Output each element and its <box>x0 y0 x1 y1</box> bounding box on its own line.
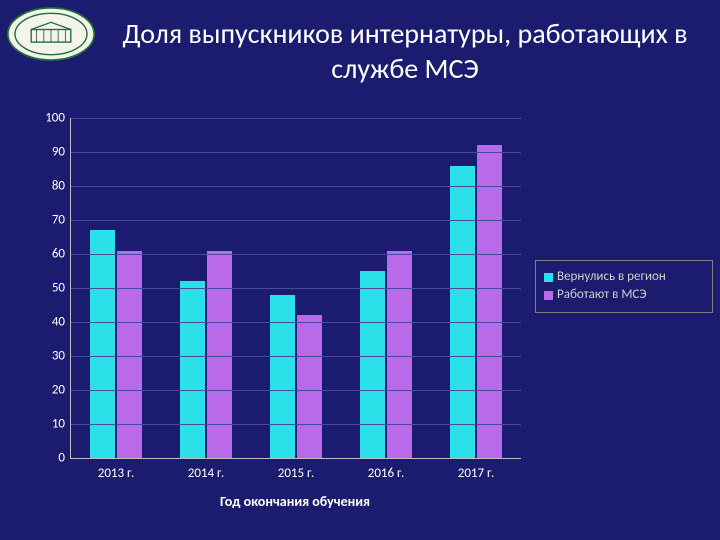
legend: Вернулись в регион Работают в МСЭ <box>535 260 713 313</box>
gridline <box>71 424 521 425</box>
bar <box>387 251 412 458</box>
x-tick-label: 2016 г. <box>341 466 431 481</box>
bar <box>297 315 322 458</box>
x-tick-label: 2017 г. <box>431 466 521 481</box>
y-tick-label: 40 <box>35 315 65 330</box>
y-tick-label: 80 <box>35 179 65 194</box>
legend-label: Вернулись в регион <box>557 269 704 285</box>
institute-logo <box>6 6 96 62</box>
slide-title: Доля выпускников интернатуры, работающих… <box>110 16 700 86</box>
gridline <box>71 186 521 187</box>
x-tick-label: 2015 г. <box>251 466 341 481</box>
y-tick-label: 70 <box>35 213 65 228</box>
plot-area: 2013 г.2014 г.2015 г.2016 г.2017 г. 0102… <box>70 118 521 459</box>
bar <box>477 145 502 458</box>
slide: Доля выпускников интернатуры, работающих… <box>0 0 720 540</box>
bar <box>207 251 232 458</box>
chart: Доля, % 2013 г.2014 г.2015 г.2016 г.2017… <box>10 110 710 530</box>
legend-swatch <box>544 291 553 300</box>
y-tick-label: 50 <box>35 281 65 296</box>
y-tick-label: 20 <box>35 383 65 398</box>
gridline <box>71 390 521 391</box>
gridline <box>71 254 521 255</box>
x-axis-title: Год окончания обучения <box>70 493 520 510</box>
gridline <box>71 152 521 153</box>
legend-label: Работают в МСЭ <box>557 287 704 303</box>
bar <box>450 166 475 458</box>
gridline <box>71 322 521 323</box>
y-tick-label: 60 <box>35 247 65 262</box>
x-tick-label: 2013 г. <box>71 466 161 481</box>
y-tick-label: 0 <box>35 451 65 466</box>
gridline <box>71 288 521 289</box>
bar <box>270 295 295 458</box>
y-tick-label: 100 <box>35 111 65 126</box>
legend-swatch <box>544 273 553 282</box>
bar <box>180 281 205 458</box>
gridline <box>71 356 521 357</box>
legend-item: Вернулись в регион <box>544 269 704 285</box>
gridline <box>71 118 521 119</box>
gridline <box>71 220 521 221</box>
y-tick-label: 90 <box>35 145 65 160</box>
bar <box>360 271 385 458</box>
y-tick-label: 30 <box>35 349 65 364</box>
legend-item: Работают в МСЭ <box>544 287 704 303</box>
bar <box>117 251 142 458</box>
x-tick-label: 2014 г. <box>161 466 251 481</box>
y-tick-label: 10 <box>35 417 65 432</box>
